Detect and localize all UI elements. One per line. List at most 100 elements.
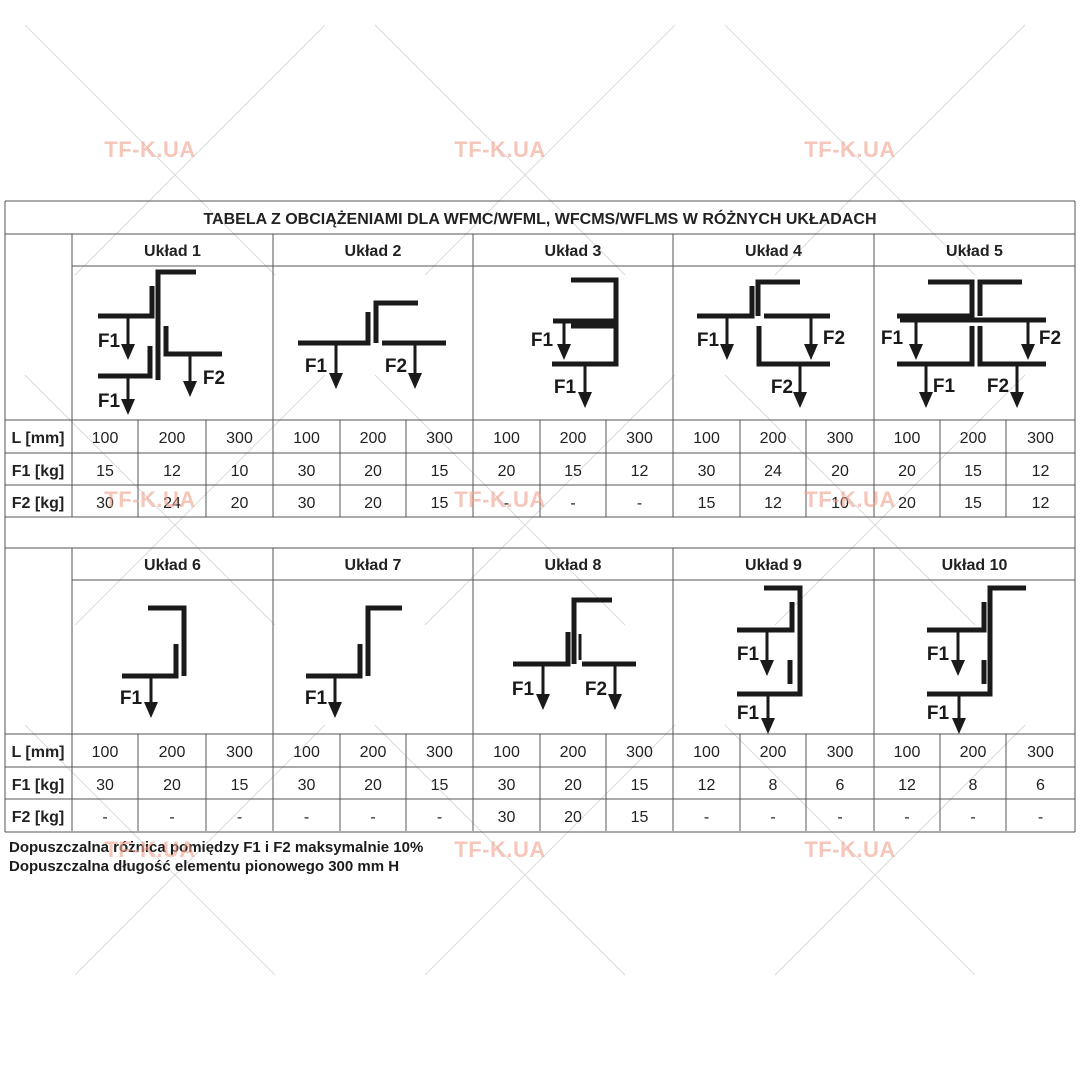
length-cell: 300 [626, 430, 653, 447]
length-cell: 300 [1027, 744, 1054, 761]
length-cell: 300 [827, 744, 854, 761]
length-cell: 100 [92, 744, 119, 761]
length-cell: 300 [1027, 430, 1054, 447]
notes: Dopuszczalna różnica pomiędzy F1 i F2 ma… [9, 838, 423, 876]
force-arrow-icon [909, 320, 923, 360]
length-cell: 200 [960, 744, 987, 761]
row-label-f1: F1 [kg] [12, 463, 64, 480]
layout-header: Układ 10 [942, 557, 1008, 574]
f2-cell: - [1038, 809, 1043, 826]
table-title: TABELA Z OBCIĄŻENIAMI DLA WFMC/WFML, WFC… [203, 209, 876, 228]
f1-cell: 12 [163, 463, 181, 480]
profile-shape [927, 585, 1026, 697]
f1-cell: 6 [836, 777, 845, 794]
length-cell: 100 [293, 430, 320, 447]
force-arrow-icon [720, 316, 734, 360]
f2-cell: 20 [898, 495, 916, 512]
f2-cell: 12 [1032, 495, 1050, 512]
row-label-f2: F2 [kg] [12, 495, 64, 512]
f1-cell: 20 [564, 777, 582, 794]
length-cell: 100 [894, 744, 921, 761]
f2-cell: 15 [964, 495, 982, 512]
f2-cell: - [970, 809, 975, 826]
f2-cell: 20 [364, 495, 382, 512]
length-cell: 200 [960, 430, 987, 447]
force-label-f1: F1 [881, 328, 904, 349]
f2-cell: - [637, 495, 642, 512]
force-arrow-icon [1021, 320, 1035, 360]
table-grid [4, 200, 1076, 833]
diagrams: F1 F2 F1 F1 F2 F1 F1 F1 F2 F2 F1 F2 F1 F2 F1 F1 F1 F2 F1 F1… [98, 269, 1061, 734]
length-cell: 300 [827, 430, 854, 447]
length-cell: 100 [92, 430, 119, 447]
f2-cell: - [169, 809, 174, 826]
f1-cell: 10 [231, 463, 249, 480]
f1-cell: 6 [1036, 777, 1045, 794]
force-arrow-icon [536, 664, 550, 710]
row-label-length: L [mm] [11, 430, 64, 447]
f1-cell: 20 [498, 463, 516, 480]
layout-header: Układ 8 [545, 557, 602, 574]
profile-shape [571, 597, 612, 664]
note-line: Dopuszczalna długość elementu pionowego … [9, 858, 400, 875]
row-label-f2: F2 [kg] [12, 809, 64, 826]
f1-cell: 15 [431, 777, 449, 794]
force-label-f1: F1 [933, 376, 956, 397]
force-label-f1: F1 [305, 688, 328, 709]
force-arrow-icon [144, 676, 158, 718]
layout-header: Układ 6 [144, 557, 201, 574]
f1-cell: 12 [898, 777, 916, 794]
force-arrow-icon [804, 316, 818, 360]
layout-header: Układ 1 [144, 243, 201, 260]
f1-cell: 12 [1032, 463, 1050, 480]
f2-cell: 24 [163, 495, 181, 512]
length-cell: 200 [760, 430, 787, 447]
force-label-f1: F1 [737, 644, 760, 665]
f1-cell: 8 [769, 777, 778, 794]
profile-shape [897, 326, 975, 367]
f1-cell: 30 [498, 777, 516, 794]
length-cell: 200 [159, 430, 186, 447]
force-label-f1: F1 [737, 703, 760, 724]
force-arrow-icon [951, 630, 965, 676]
layout-header: Układ 9 [745, 557, 802, 574]
profile-shape [306, 644, 363, 679]
layout-header: Układ 2 [345, 243, 402, 260]
profile-shape [298, 312, 371, 346]
force-label-f2: F2 [771, 377, 793, 398]
force-label-f2: F2 [385, 356, 407, 377]
force-label-f2: F2 [203, 368, 225, 389]
profile-shape [977, 326, 1046, 367]
f1-cell: 15 [564, 463, 582, 480]
force-label-f1: F1 [927, 703, 950, 724]
f2-cell: - [102, 809, 107, 826]
force-arrow-icon [793, 364, 807, 408]
f1-cell: 12 [631, 463, 649, 480]
f1-cell: 30 [298, 463, 316, 480]
f2-cell: - [770, 809, 775, 826]
force-arrow-icon [919, 364, 933, 408]
length-cell: 100 [693, 744, 720, 761]
force-label-f1: F1 [512, 679, 535, 700]
profile-shape [98, 286, 155, 319]
profile-shape [122, 644, 179, 679]
f1-cell: 20 [163, 777, 181, 794]
f1-cell: 20 [364, 777, 382, 794]
force-label-f2: F2 [987, 376, 1009, 397]
f2-cell: - [904, 809, 909, 826]
f1-cell: 15 [231, 777, 249, 794]
length-cell: 200 [360, 430, 387, 447]
f1-cell: 15 [431, 463, 449, 480]
force-label-f1: F1 [697, 330, 720, 351]
f2-cell: 20 [231, 495, 249, 512]
f2-cell: 10 [831, 495, 849, 512]
length-cell: 100 [693, 430, 720, 447]
length-cell: 300 [626, 744, 653, 761]
f2-cell: 30 [298, 495, 316, 512]
length-cell: 100 [894, 430, 921, 447]
f1-cell: 30 [298, 777, 316, 794]
profile-shape [148, 605, 187, 676]
layout-header: Układ 4 [745, 243, 802, 260]
force-arrow-icon [408, 343, 422, 389]
length-cell: 100 [493, 430, 520, 447]
